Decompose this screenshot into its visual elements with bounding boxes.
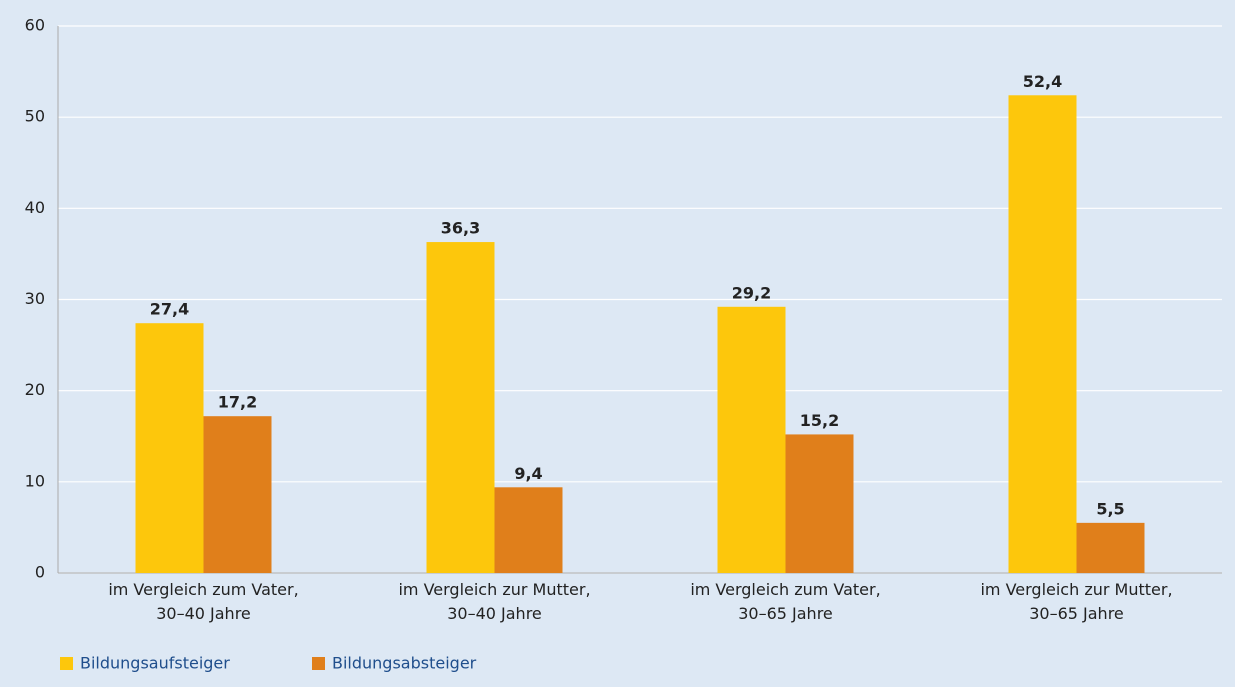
bar [203,416,272,573]
legend-swatch [60,657,73,670]
bar [135,323,204,573]
y-tick-label: 20 [25,380,45,399]
y-tick-label: 60 [25,16,45,35]
x-tick-label: im Vergleich zum Vater, 30–40 Jahre [108,580,299,623]
legend-label: Bildungsabsteiger [332,654,477,673]
bar [494,487,563,573]
y-tick-label: 50 [25,107,45,126]
bar [426,242,495,573]
value-label: 9,4 [514,464,542,483]
legend-label: Bildungsaufsteiger [80,654,230,673]
value-label: 5,5 [1096,499,1124,518]
value-label: 17,2 [218,393,257,412]
value-label: 36,3 [441,219,480,238]
y-tick-label: 10 [25,471,45,490]
value-label: 15,2 [800,411,839,430]
y-tick-label: 30 [25,289,45,308]
y-tick-label: 40 [25,198,45,217]
value-label: 52,4 [1023,72,1062,91]
value-label: 29,2 [732,283,771,302]
x-tick-label: im Vergleich zum Vater, 30–65 Jahre [690,580,881,623]
legend-swatch [312,657,325,670]
x-tick-label: im Vergleich zur Mutter, 30–40 Jahre [398,580,591,623]
bar [1076,522,1145,573]
bar [785,434,854,573]
x-tick-label: im Vergleich zur Mutter, 30–65 Jahre [980,580,1173,623]
bar [717,306,786,573]
bar [1008,95,1077,573]
value-label: 27,4 [150,300,189,319]
y-tick-label: 0 [35,563,45,582]
